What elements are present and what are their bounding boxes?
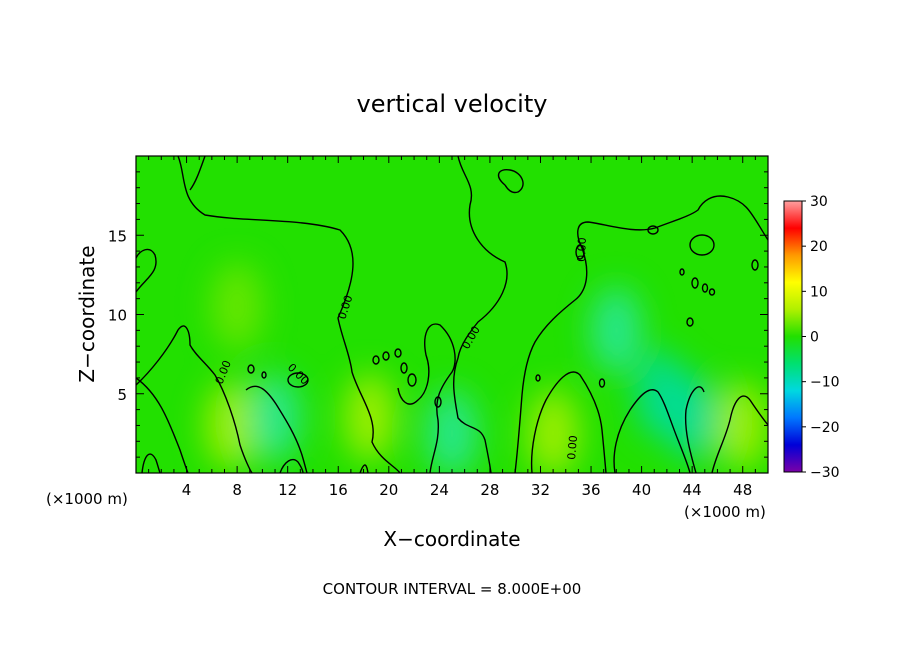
contour-line — [514, 195, 768, 473]
field-hotspot — [590, 286, 643, 375]
field-hotspot — [716, 381, 768, 470]
contour-line — [177, 156, 401, 473]
y-axis: 5 10 15 — [108, 171, 768, 458]
contour-line — [141, 453, 161, 473]
plot-area: 0.00 0.00 0.00 0.00 0.00 0.00 4 8 12 16 20 24… — [108, 155, 769, 499]
y-axis-label: Z−coordinate — [75, 245, 99, 382]
y-axis-unit: (×1000 m) — [46, 490, 128, 508]
colorbar-tick-label: −20 — [810, 420, 840, 436]
contour-label: 0.00 — [575, 237, 589, 262]
contour-loop — [247, 364, 255, 374]
colorbar-tick-label: −10 — [810, 375, 840, 391]
contour-line — [684, 386, 705, 473]
contour-line — [245, 385, 308, 473]
colorbar-ticks: 30 20 10 0 −10 −20 −30 — [802, 194, 840, 481]
field-hotspot — [426, 389, 478, 473]
x-tick-label: 4 — [182, 481, 192, 499]
colorbar-tick-label: 30 — [810, 194, 828, 210]
x-axis-label: X−coordinate — [383, 527, 520, 551]
contour-loop — [382, 351, 390, 361]
colorbar-scale — [783, 200, 803, 473]
x-axis: 4 8 12 16 20 24 28 32 36 40 44 48 — [148, 156, 756, 499]
x-tick-label: 40 — [632, 481, 651, 499]
contour-label: 0.00 — [565, 435, 580, 461]
contour-loop — [575, 244, 585, 260]
contour-loop — [372, 355, 380, 365]
x-tick-label: 28 — [480, 481, 499, 499]
contour-loop — [686, 317, 694, 327]
colorbar-tick-label: −30 — [810, 465, 840, 481]
contour-line — [711, 395, 768, 473]
contour-line — [359, 464, 369, 473]
contour-loop — [647, 225, 659, 235]
contour-loop — [598, 378, 606, 388]
contour-line — [497, 169, 524, 194]
contour-loop — [751, 259, 759, 271]
x-tick-label: 48 — [733, 481, 752, 499]
colorbar-tick-label: 20 — [810, 239, 828, 255]
contour-loop — [287, 372, 309, 388]
x-axis-unit: (×1000 m) — [684, 503, 766, 521]
contour-line — [136, 248, 157, 293]
x-tick-label: 20 — [379, 481, 398, 499]
contour-loop — [400, 362, 408, 374]
x-tick-label: 24 — [430, 481, 449, 499]
field-hotspot — [204, 381, 257, 470]
contour-loop — [434, 396, 442, 408]
zero-contours — [136, 156, 768, 473]
colorbar: 30 20 10 0 −10 −20 −30 — [783, 194, 840, 481]
contour-line — [397, 323, 456, 473]
contour-loop — [261, 371, 267, 379]
contour-loop — [689, 234, 715, 256]
contour-loop — [708, 288, 716, 296]
field-hotspot — [666, 373, 719, 462]
contour-loop — [691, 277, 699, 289]
field-hotspots — [204, 262, 768, 473]
contour-line — [136, 377, 189, 473]
y-tick-label: 5 — [117, 386, 127, 404]
contour-line — [452, 156, 508, 473]
contour-loop — [535, 374, 541, 382]
contour-loop — [679, 268, 685, 276]
contour-line — [189, 156, 206, 191]
field-hotspot — [249, 373, 302, 462]
contour-line — [613, 389, 691, 473]
colorbar-tick-label: 0 — [810, 330, 819, 346]
field-hotspot — [527, 389, 580, 473]
colorbar-tick-label: 10 — [810, 284, 828, 300]
x-tick-label: 44 — [683, 481, 702, 499]
y-tick-label: 15 — [108, 227, 127, 245]
contour-loop — [394, 348, 402, 358]
contour-loop — [701, 283, 709, 293]
contour-interval-note: CONTOUR INTERVAL = 8.000E+00 — [323, 580, 582, 598]
chart-title: vertical velocity — [357, 90, 548, 118]
x-tick-label: 32 — [531, 481, 550, 499]
contour-loop — [407, 373, 417, 387]
field-hotspot — [343, 373, 396, 462]
contour-line — [279, 458, 304, 473]
x-tick-label: 8 — [232, 481, 242, 499]
x-tick-label: 12 — [278, 481, 297, 499]
x-tick-label: 36 — [581, 481, 600, 499]
contour-line — [136, 325, 253, 473]
y-tick-label: 10 — [108, 307, 127, 325]
field-hotspot — [211, 262, 264, 351]
x-tick-label: 16 — [329, 481, 348, 499]
contour-line — [530, 371, 607, 473]
